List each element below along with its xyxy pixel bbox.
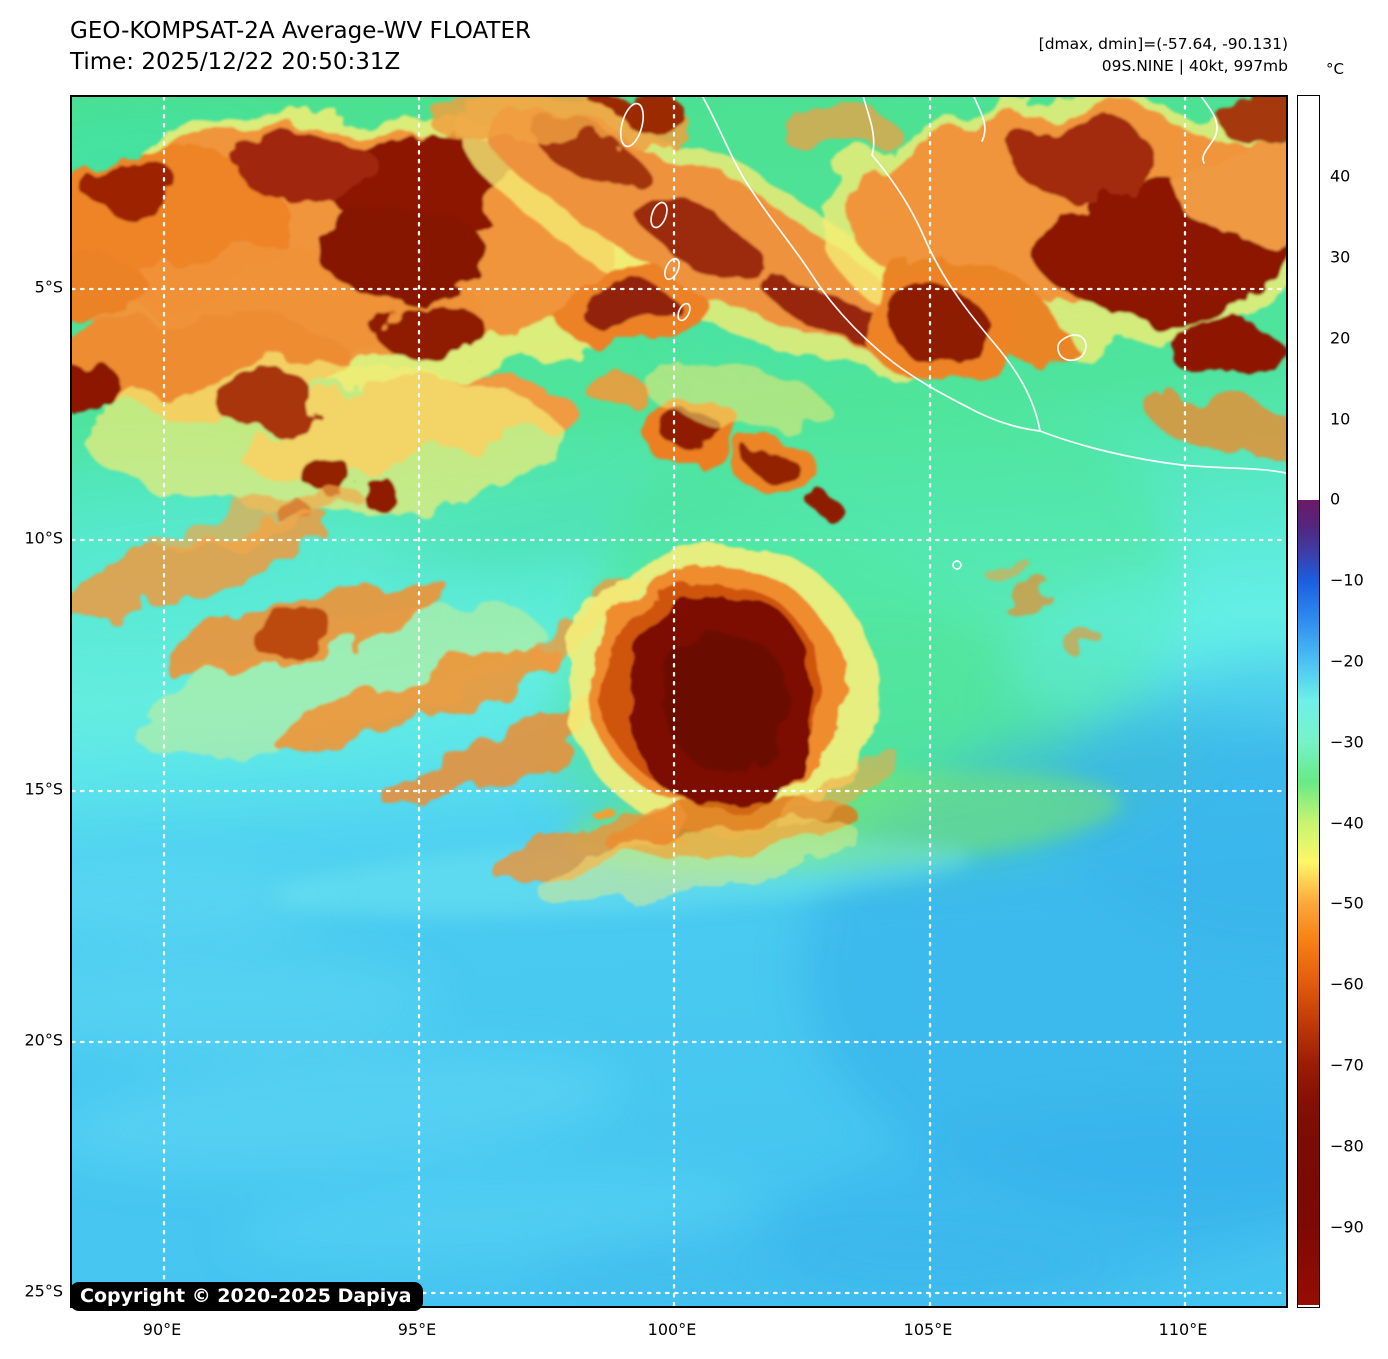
lat-axis-label: 25°S xyxy=(24,1281,63,1301)
map-plot xyxy=(70,95,1288,1308)
coastline xyxy=(619,97,1286,570)
colorbar-tick: −90 xyxy=(1330,1217,1364,1237)
colorbar xyxy=(1297,95,1320,1308)
storm-core xyxy=(494,542,896,905)
colorbar-gradient xyxy=(1298,500,1319,1305)
lat-axis-label: 15°S xyxy=(24,779,63,799)
lat-axis-label: 10°S xyxy=(24,528,63,548)
lat-axis-label: 20°S xyxy=(24,1030,63,1050)
colorbar-tick: −50 xyxy=(1330,893,1364,913)
colorbar-tick: −30 xyxy=(1330,732,1364,752)
page-title: GEO-KOMPSAT-2A Average-WV FLOATER xyxy=(70,18,531,44)
dmax-dmin-annotation: [dmax, dmin]=(-57.64, -90.131) xyxy=(1038,35,1288,53)
colorbar-tick: −80 xyxy=(1330,1136,1364,1156)
satellite-imagery xyxy=(72,97,1286,1306)
colorbar-tick: 20 xyxy=(1330,328,1351,348)
title-block: GEO-KOMPSAT-2A Average-WV FLOATER Time: … xyxy=(70,16,531,78)
timestamp: Time: 2025/12/22 20:50:31Z xyxy=(70,49,401,75)
copyright-badge: Copyright © 2020-2025 Dapiya xyxy=(70,1282,424,1311)
colorbar-tick: 40 xyxy=(1330,166,1351,186)
colorbar-above-zero xyxy=(1298,96,1319,500)
lon-axis-label: 110°E xyxy=(1158,1320,1208,1339)
colorbar-tick: −40 xyxy=(1330,813,1364,833)
lon-axis-label: 105°E xyxy=(903,1320,953,1339)
lon-axis-label: 95°E xyxy=(397,1320,437,1339)
colorbar-tick: 30 xyxy=(1330,247,1351,267)
annotation-block: [dmax, dmin]=(-57.64, -90.131) 09S.NINE … xyxy=(1039,33,1288,77)
cloud-masses xyxy=(72,97,1286,520)
colorbar-tick: −10 xyxy=(1330,570,1364,590)
colorbar-tick: −60 xyxy=(1330,974,1364,994)
colorbar-unit-label: °C xyxy=(1326,60,1344,78)
storm-annotation: 09S.NINE | 40kt, 997mb xyxy=(1101,57,1288,75)
lat-axis-label: 5°S xyxy=(34,277,63,297)
colorbar-tick: 10 xyxy=(1330,409,1351,429)
lon-axis-label: 100°E xyxy=(647,1320,697,1339)
colorbar-tick: 0 xyxy=(1330,489,1341,509)
colorbar-tick: −70 xyxy=(1330,1055,1364,1075)
graticule-gridlines xyxy=(72,97,1286,1306)
lon-axis-label: 90°E xyxy=(142,1320,182,1339)
colorbar-tick: −20 xyxy=(1330,651,1364,671)
